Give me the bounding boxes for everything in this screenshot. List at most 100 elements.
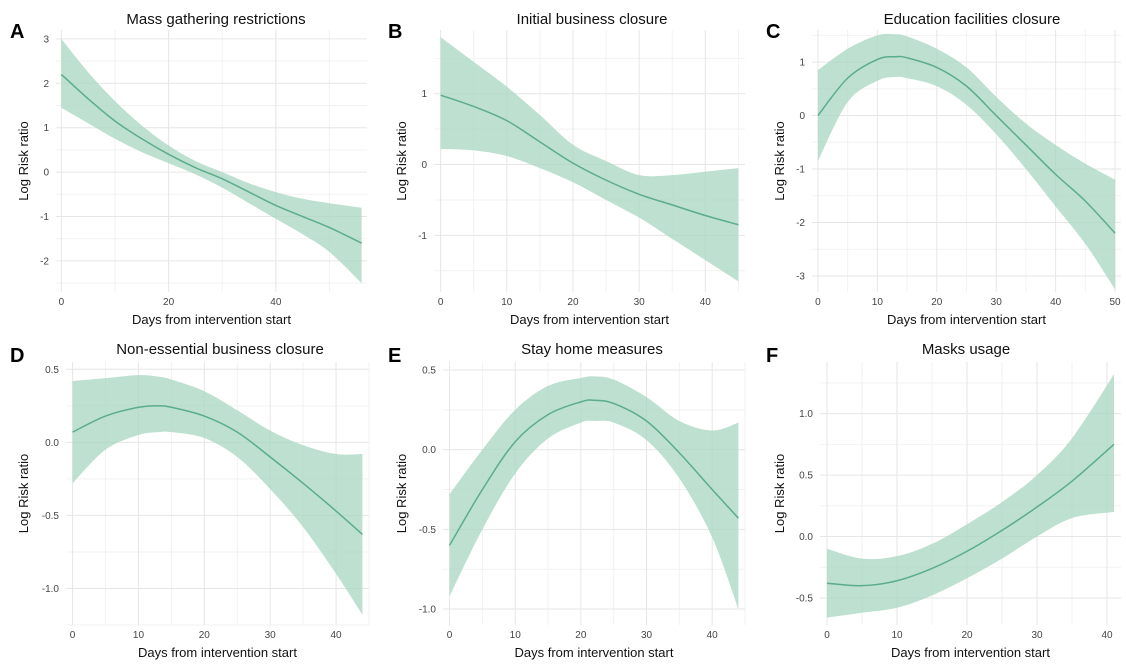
y-tick-label: -1 [796,165,805,176]
estimate-line [440,94,739,226]
y-tick-label: -1 [418,231,427,242]
minor-grid [812,30,1121,292]
x-tick-label: 0 [447,630,453,641]
panel-c: 0 10 20 30 40 50 -3 -2 -1 0 1 C Education facilities… [766,11,1121,327]
x-tick-label: 0 [824,630,830,641]
estimate-line [60,73,362,244]
y-axis-label: Log Risk ratio [16,454,31,533]
x-tick-label: 10 [133,630,145,641]
x-tick-label: 20 [575,630,587,641]
x-tick-label: 20 [199,630,211,641]
x-axis-label: Days from intervention start [515,645,674,660]
panel-letter: D [10,345,24,367]
x-tick-label: 30 [634,297,646,308]
y-tick-label: -0.5 [796,593,814,604]
panel-letter: E [388,345,401,367]
panel-e: 0 10 20 30 40 -1.0 -0.5 0.0 0.5 E Stay home measur… [388,341,746,660]
panel-letter: B [388,21,402,43]
y-tick-label: -3 [796,271,805,282]
x-tick-label: 0 [815,297,821,308]
y-tick-label: 0.5 [799,471,813,482]
x-tick-label: 40 [700,297,712,308]
y-tick-label: 1 [799,58,805,69]
y-tick-label: 0.0 [422,445,436,456]
estimate-line [72,405,363,535]
x-tick-label: 40 [1050,297,1062,308]
y-axis-label: Log Risk ratio [394,121,409,200]
y-tick-label: 1.0 [799,409,813,420]
y-tick-label: -2 [40,256,49,267]
x-tick-label: 20 [163,297,175,308]
x-tick-label: 10 [872,297,884,308]
panel-letter: C [766,21,780,43]
estimate-line [817,55,1116,234]
x-tick-label: 40 [270,297,282,308]
confidence-ribbon [817,33,1116,290]
y-tick-label: 0 [43,168,49,179]
confidence-ribbon [72,375,363,615]
x-tick-label: 20 [961,630,973,641]
y-tick-label: -1.0 [419,605,437,616]
y-tick-label: 0.0 [799,532,813,543]
panel-a: 0 20 40 -2 -1 0 1 2 3 A Mass gathering restriction… [10,11,367,327]
y-axis-label: Log Risk ratio [16,121,31,200]
confidence-ribbon [440,37,739,282]
panel-title: Education facilities closure [884,11,1061,28]
x-tick-label: 0 [438,297,444,308]
x-tick-label: 40 [707,630,719,641]
panel-letter: A [10,21,24,43]
panel-title: Non-essential business closure [116,341,324,358]
panel-letter: F [766,345,778,367]
y-axis-label: Log Risk ratio [394,454,409,533]
x-tick-label: 10 [891,630,903,641]
y-tick-label: 0.5 [45,365,59,376]
x-tick-label: 20 [567,297,579,308]
y-tick-label: 2 [43,79,49,90]
confidence-ribbon [449,376,739,610]
x-tick-label: 30 [641,630,653,641]
x-tick-label: 40 [1101,630,1113,641]
panel-title: Stay home measures [521,341,663,358]
y-axis-label: Log Risk ratio [772,121,787,200]
y-tick-label: -2 [796,218,805,229]
y-tick-label: 1 [43,123,49,134]
x-tick-label: 0 [70,630,76,641]
x-tick-label: 30 [265,630,277,641]
confidence-ribbon [61,38,362,284]
x-tick-label: 30 [991,297,1003,308]
x-tick-label: 40 [331,630,343,641]
y-tick-label: 0 [799,111,805,122]
x-axis-label: Days from intervention start [138,645,297,660]
x-tick-label: 10 [501,297,513,308]
x-tick-label: 0 [59,297,65,308]
y-tick-label: -1 [40,212,49,223]
x-tick-label: 30 [1031,630,1043,641]
estimate-line [826,443,1115,587]
panel-title: Mass gathering restrictions [126,11,305,28]
x-axis-label: Days from intervention start [510,312,669,327]
minor-grid [56,30,367,292]
y-tick-label: 1 [421,89,427,100]
panel-title: Initial business closure [517,11,668,28]
x-axis-label: Days from intervention start [887,312,1046,327]
x-tick-label: 20 [931,297,943,308]
panel-f: 0 10 20 30 40 -0.5 0.0 0.5 1.0 F Masks usage Days f… [766,341,1121,660]
x-tick-label: 50 [1109,297,1121,308]
x-axis-label: Days from intervention start [891,645,1050,660]
panel-d: 0 10 20 30 40 -1.0 -0.5 0.0 0.5 D Non-essential bu… [10,341,370,660]
y-tick-label: -0.5 [419,525,437,536]
confidence-ribbon [827,374,1114,618]
y-tick-label: -1.0 [42,584,60,595]
panel-b: 0 10 20 30 40 -1 0 1 B Initial business closure Da… [388,11,745,327]
y-tick-label: 0 [421,160,427,171]
y-tick-label: 0.5 [422,365,436,376]
x-tick-label: 10 [510,630,522,641]
y-tick-label: -0.5 [42,511,60,522]
y-axis-label: Log Risk ratio [772,454,787,533]
y-tick-label: 0.0 [45,438,59,449]
panel-title: Masks usage [922,341,1010,358]
x-axis-label: Days from intervention start [132,312,291,327]
y-tick-label: 3 [43,34,49,45]
